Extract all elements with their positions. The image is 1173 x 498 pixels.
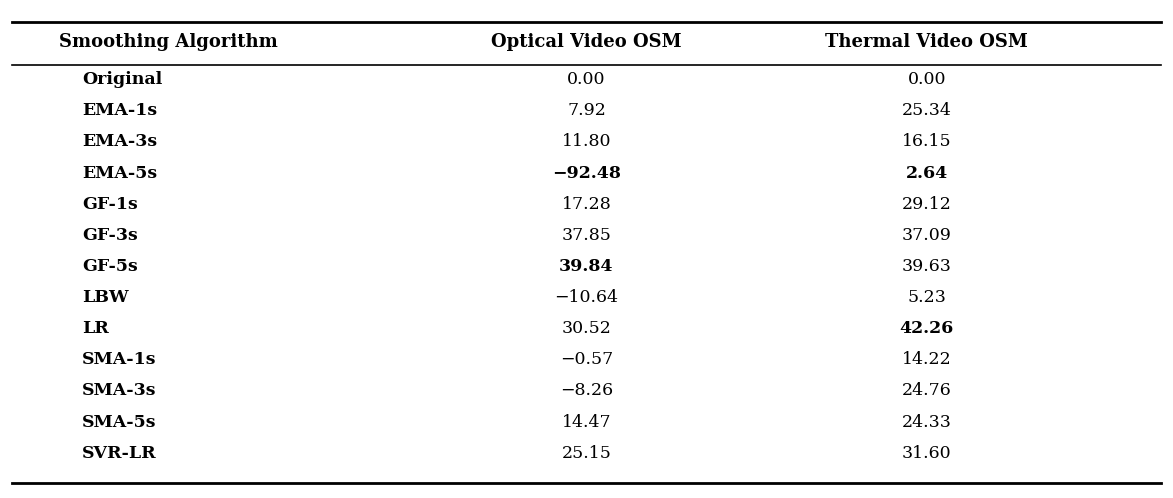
Text: 29.12: 29.12 — [902, 196, 951, 213]
Text: 37.09: 37.09 — [902, 227, 951, 244]
Text: GF-1s: GF-1s — [82, 196, 138, 213]
Text: EMA-3s: EMA-3s — [82, 133, 157, 150]
Text: 7.92: 7.92 — [567, 102, 606, 120]
Text: 24.33: 24.33 — [902, 413, 951, 431]
Text: −92.48: −92.48 — [552, 164, 621, 182]
Text: EMA-5s: EMA-5s — [82, 164, 157, 182]
Text: LR: LR — [82, 320, 109, 337]
Text: 5.23: 5.23 — [907, 289, 947, 306]
Text: 24.76: 24.76 — [902, 382, 951, 399]
Text: 37.85: 37.85 — [562, 227, 611, 244]
Text: SMA-5s: SMA-5s — [82, 413, 157, 431]
Text: Thermal Video OSM: Thermal Video OSM — [826, 33, 1028, 51]
Text: 0.00: 0.00 — [908, 71, 945, 88]
Text: GF-3s: GF-3s — [82, 227, 138, 244]
Text: GF-5s: GF-5s — [82, 258, 138, 275]
Text: 30.52: 30.52 — [562, 320, 611, 337]
Text: EMA-1s: EMA-1s — [82, 102, 157, 120]
Text: −8.26: −8.26 — [560, 382, 613, 399]
Text: Optical Video OSM: Optical Video OSM — [491, 33, 682, 51]
Text: 14.22: 14.22 — [902, 351, 951, 369]
Text: SVR-LR: SVR-LR — [82, 445, 157, 462]
Text: Smoothing Algorithm: Smoothing Algorithm — [59, 33, 277, 51]
Text: LBW: LBW — [82, 289, 129, 306]
Text: 39.63: 39.63 — [902, 258, 951, 275]
Text: 16.15: 16.15 — [902, 133, 951, 150]
Text: Original: Original — [82, 71, 162, 88]
Text: 39.84: 39.84 — [560, 258, 613, 275]
Text: 31.60: 31.60 — [902, 445, 951, 462]
Text: 17.28: 17.28 — [562, 196, 611, 213]
Text: −10.64: −10.64 — [555, 289, 618, 306]
Text: SMA-3s: SMA-3s — [82, 382, 157, 399]
Text: −0.57: −0.57 — [560, 351, 613, 369]
Text: 11.80: 11.80 — [562, 133, 611, 150]
Text: 25.15: 25.15 — [562, 445, 611, 462]
Text: SMA-1s: SMA-1s — [82, 351, 157, 369]
Text: 14.47: 14.47 — [562, 413, 611, 431]
Text: 2.64: 2.64 — [906, 164, 948, 182]
Text: 25.34: 25.34 — [902, 102, 951, 120]
Text: 0.00: 0.00 — [568, 71, 605, 88]
Text: 42.26: 42.26 — [900, 320, 954, 337]
